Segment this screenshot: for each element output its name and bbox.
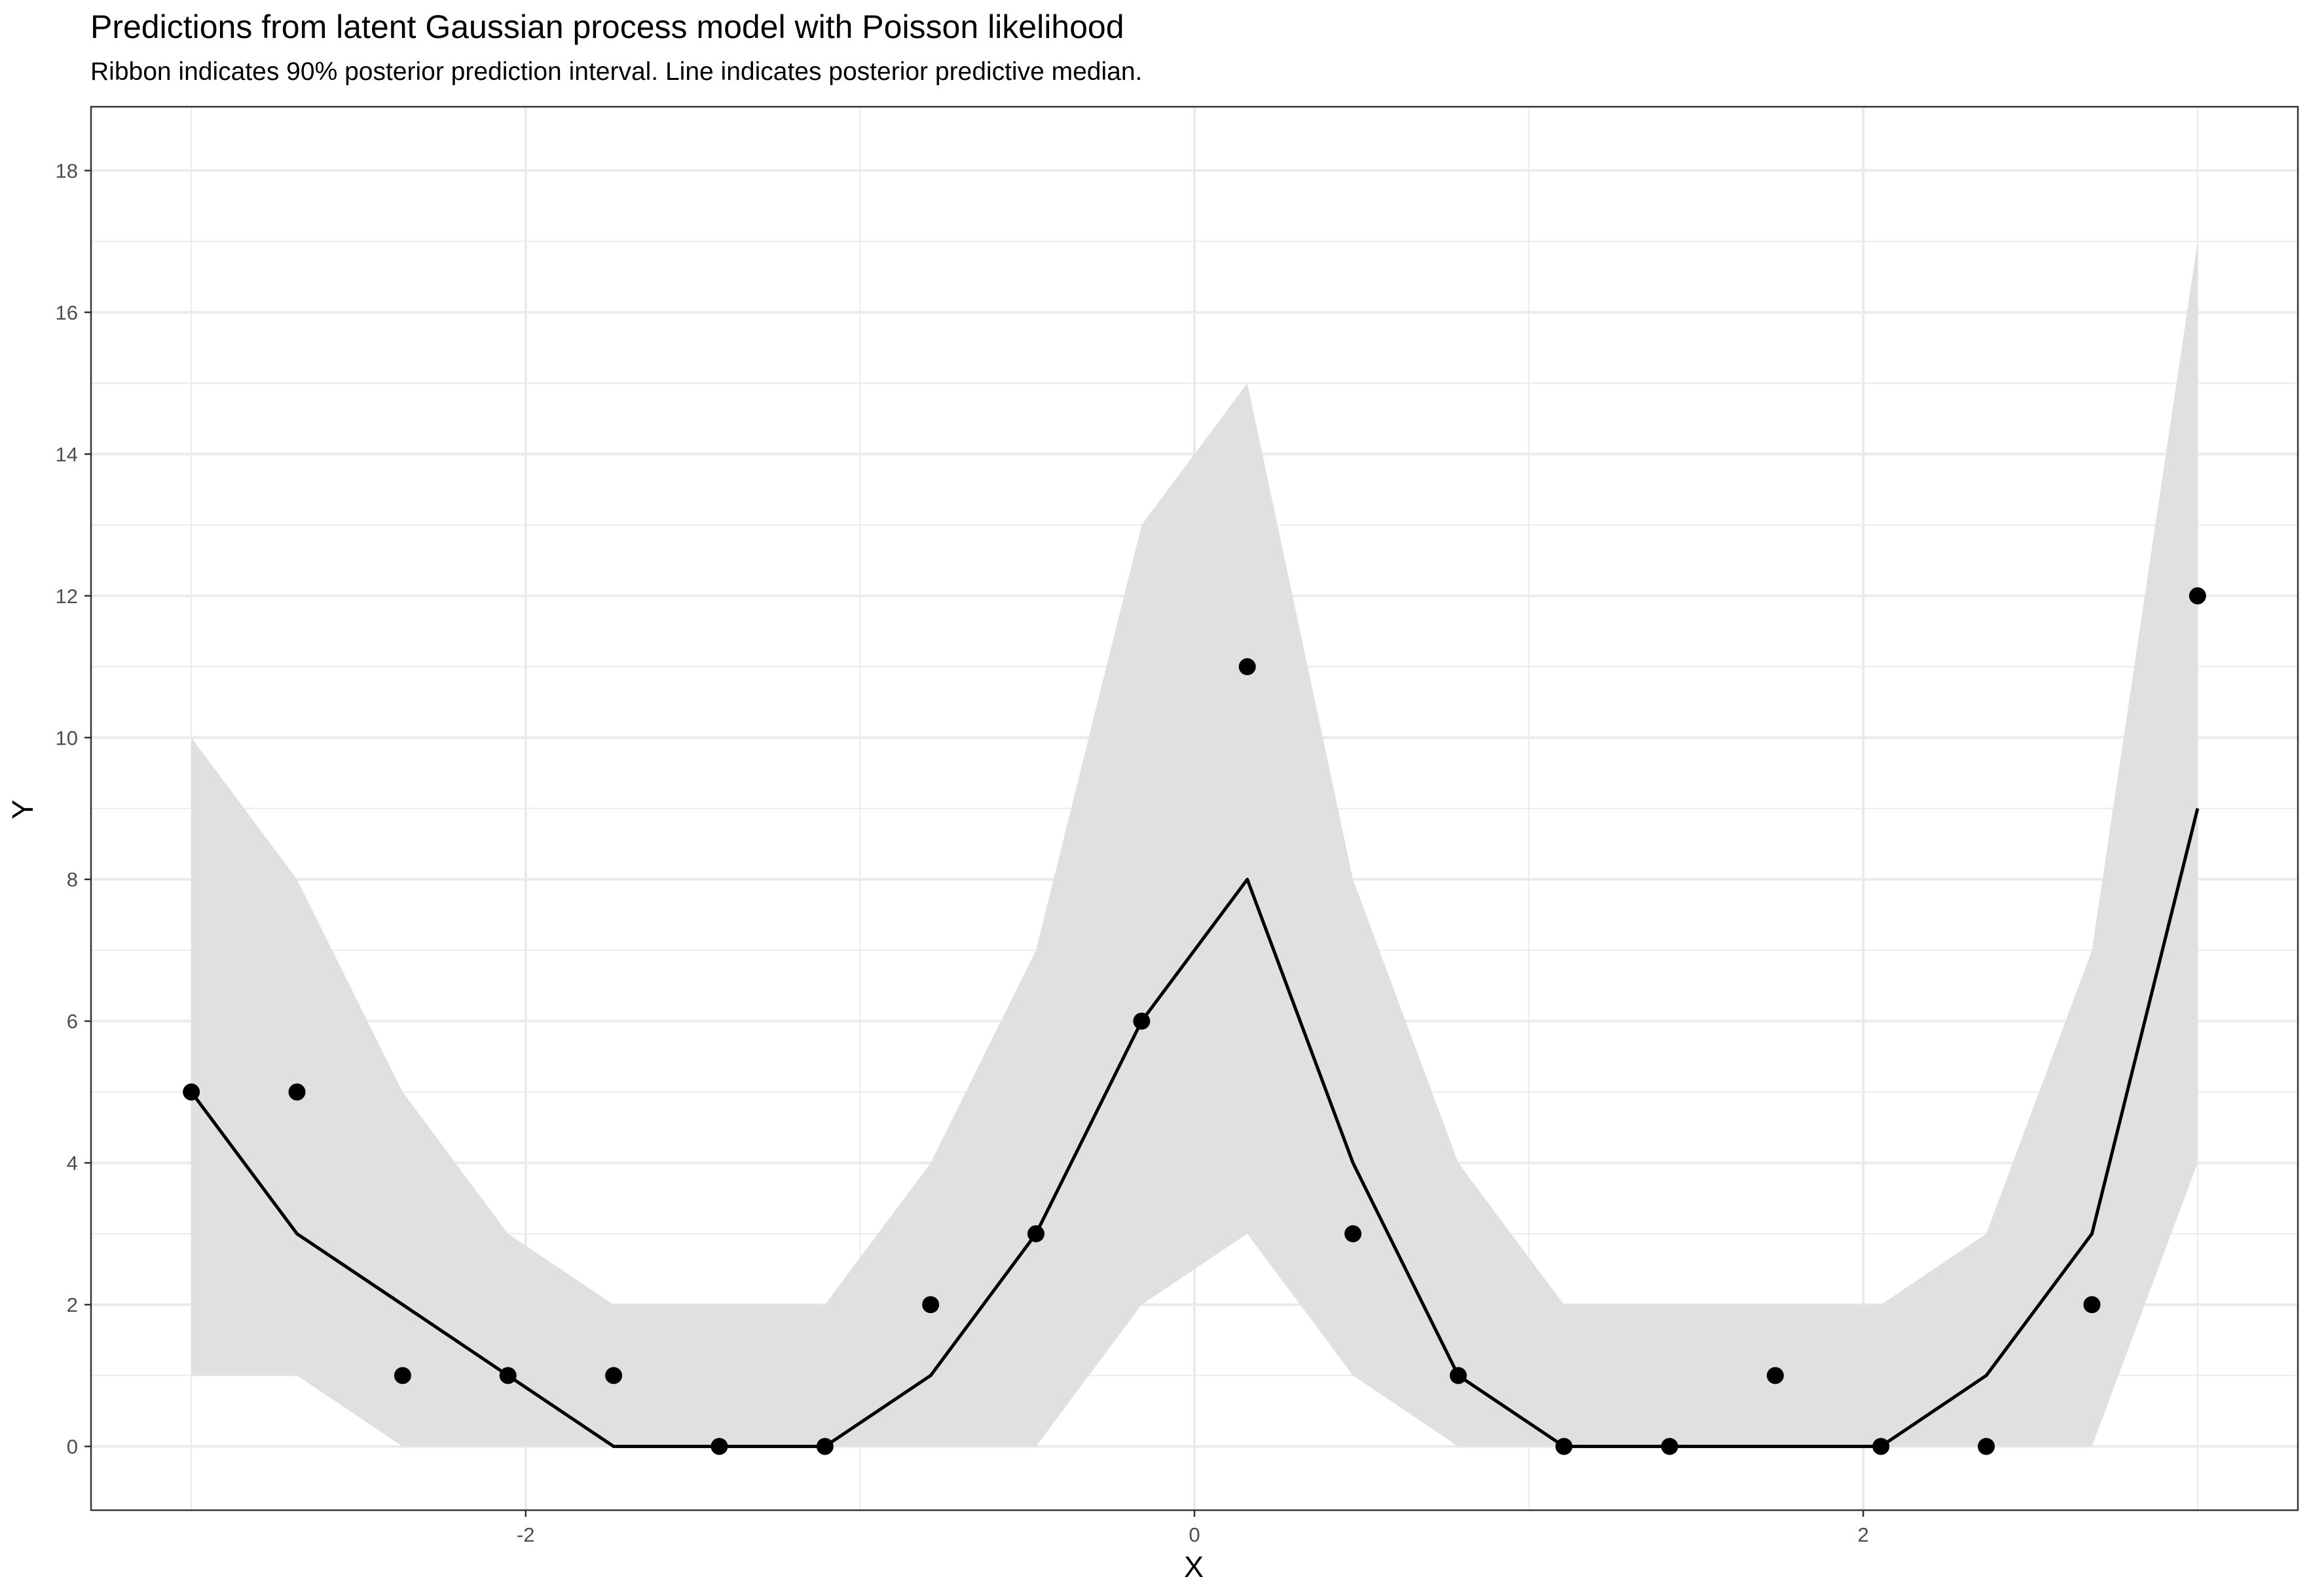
chart-title: Predictions from latent Gaussian process…: [90, 9, 1124, 45]
y-tick-label: 6: [67, 1010, 78, 1033]
observed-points-layer: [183, 587, 2206, 1455]
observed-point: [2083, 1296, 2101, 1314]
observed-point: [1344, 1225, 1362, 1242]
x-axis-title: X: [1184, 1550, 1204, 1584]
observed-point: [1661, 1438, 1678, 1455]
observed-point: [816, 1438, 834, 1455]
y-axis-title: Y: [6, 800, 39, 819]
prediction-interval-ribbon-layer: [191, 241, 2198, 1447]
observed-point: [1449, 1367, 1467, 1384]
observed-point: [1766, 1367, 1784, 1384]
observed-point: [1027, 1225, 1045, 1242]
observed-point: [1872, 1438, 1890, 1455]
chart-subtitle: Ribbon indicates 90% posterior predictio…: [90, 58, 1143, 86]
observed-point: [605, 1367, 623, 1384]
median-line: [190, 807, 2200, 1449]
y-tick-label: 8: [67, 868, 78, 891]
y-tick-label: 16: [56, 301, 78, 324]
x-tick-label: 0: [1189, 1523, 1200, 1546]
observed-point: [922, 1296, 940, 1314]
y-axis-ticks: 0 2 4 6 8 10 12 14 16 18: [56, 159, 91, 1458]
y-tick-label: 10: [56, 726, 78, 749]
observed-point: [2189, 587, 2206, 604]
observed-point: [183, 1083, 200, 1101]
observed-point: [1133, 1012, 1151, 1030]
y-tick-label: 18: [56, 159, 78, 182]
observed-point: [288, 1083, 306, 1101]
x-tick-label: 2: [1858, 1523, 1869, 1546]
prediction-interval-ribbon: [191, 241, 2198, 1447]
observed-point: [1555, 1438, 1573, 1455]
x-tick-label: -2: [517, 1523, 535, 1546]
y-tick-label: 0: [67, 1436, 78, 1458]
y-tick-label: 4: [67, 1152, 78, 1175]
observed-point: [394, 1367, 411, 1384]
observed-point: [711, 1438, 728, 1455]
median-line-layer: [190, 807, 2200, 1449]
y-tick-label: 2: [67, 1293, 78, 1316]
observed-point: [499, 1367, 517, 1384]
y-tick-label: 12: [56, 585, 78, 608]
observed-point: [1238, 658, 1256, 676]
observed-point: [1978, 1438, 1995, 1455]
x-axis-ticks: -2 0 2: [517, 1510, 1869, 1546]
y-tick-label: 14: [56, 443, 78, 466]
